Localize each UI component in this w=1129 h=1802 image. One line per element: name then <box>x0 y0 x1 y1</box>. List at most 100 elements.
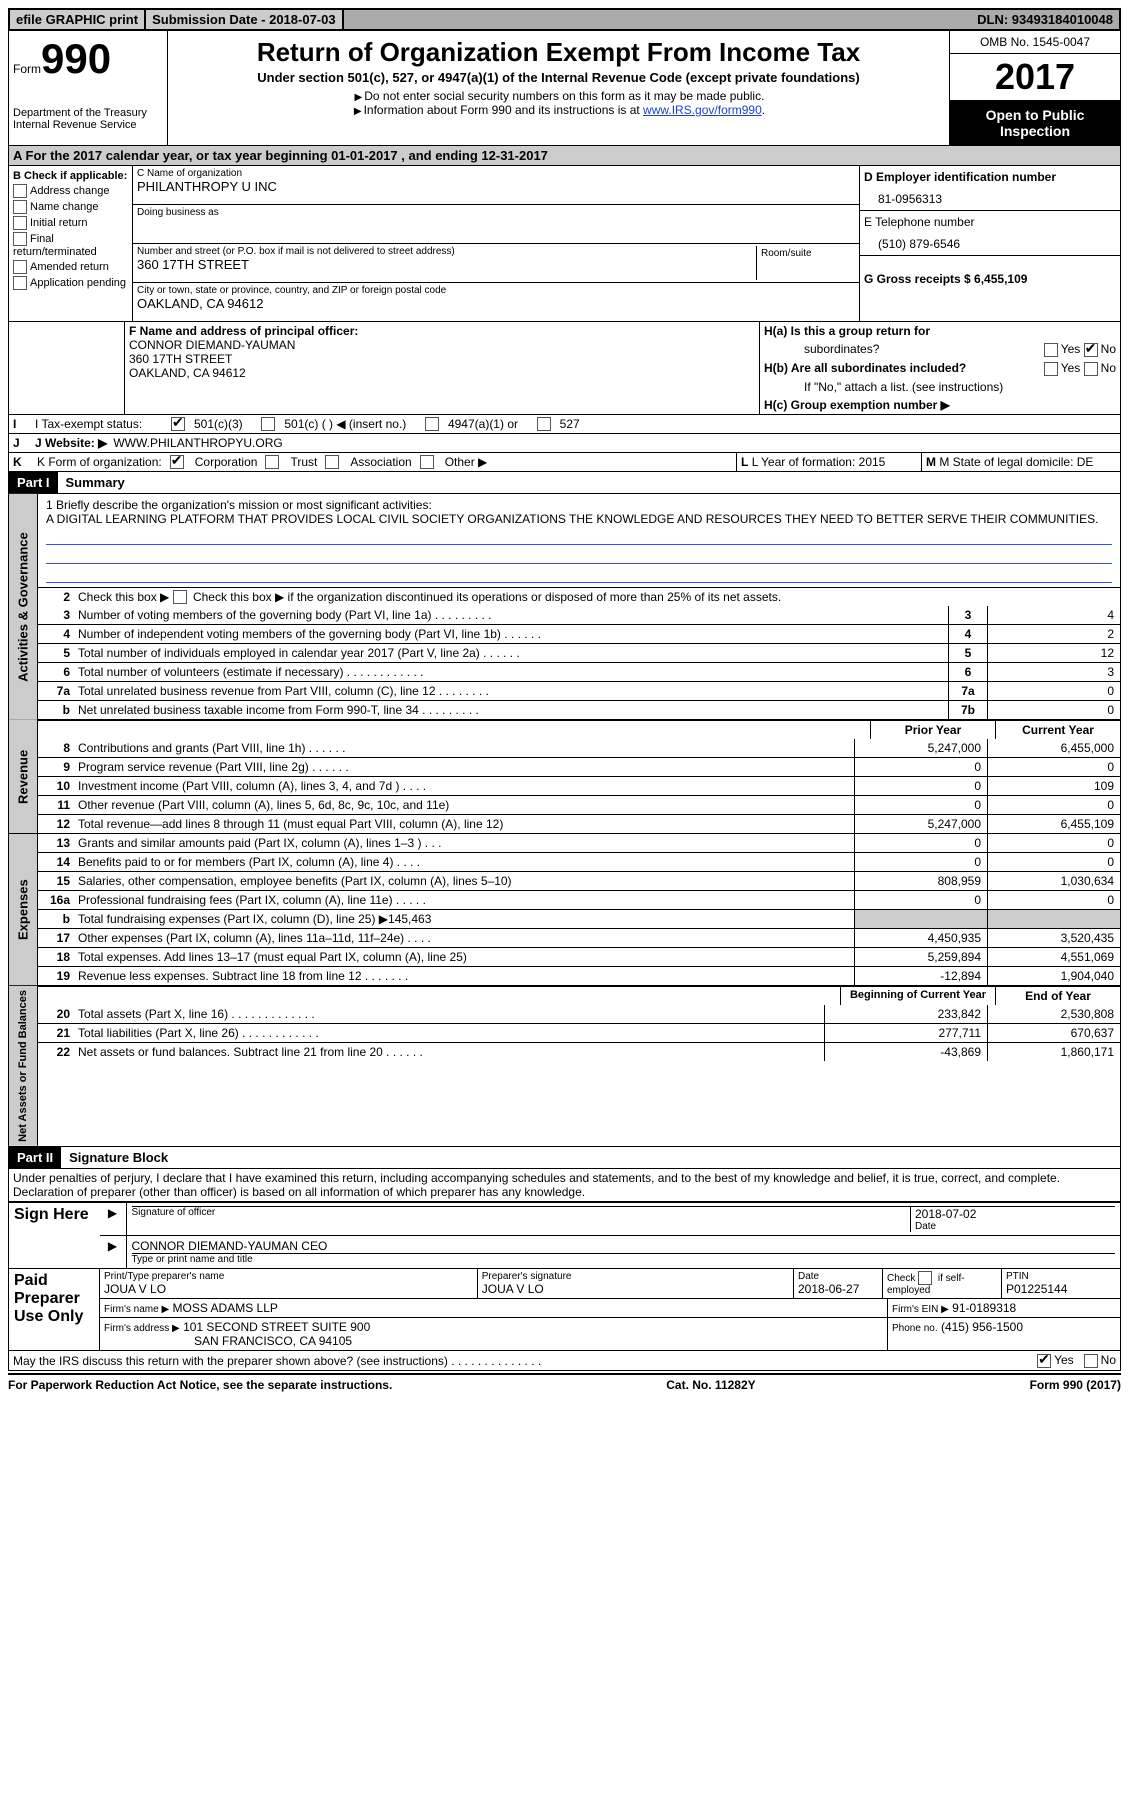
check-4947[interactable] <box>425 417 439 431</box>
section-c: C Name of organization PHILANTHROPY U IN… <box>133 166 860 321</box>
ha-label: H(a) Is this a group return for <box>764 324 930 338</box>
line2-text: Check this box ▶ Check this box ▶ if the… <box>74 588 1120 607</box>
ein-value: 81-0956313 <box>864 184 1116 206</box>
line-13-current: 0 <box>987 834 1120 852</box>
check-527[interactable] <box>537 417 551 431</box>
check-corp[interactable] <box>170 455 184 469</box>
officer-name-title: CONNOR DIEMAND-YAUMAN CEO <box>132 1239 1116 1253</box>
checkbox-initial-return[interactable] <box>13 216 27 230</box>
checkbox-address-change[interactable] <box>13 184 27 198</box>
line-18-prior: 5,259,894 <box>854 948 987 966</box>
line-10-prior: 0 <box>854 777 987 795</box>
section-i: I I Tax-exempt status: 501(c)(3) 501(c) … <box>8 415 1121 434</box>
line2-checkbox[interactable] <box>173 590 187 604</box>
org-info-block: B Check if applicable: Address change Na… <box>8 166 1121 322</box>
check-other[interactable] <box>420 455 434 469</box>
perjury-text: Under penalties of perjury, I declare th… <box>8 1169 1121 1202</box>
ha-yes[interactable] <box>1044 343 1058 357</box>
current-year-header: Current Year <box>995 721 1120 739</box>
checkbox-app-pending[interactable] <box>13 276 27 290</box>
section-d: D Employer identification number 81-0956… <box>860 166 1120 321</box>
line-10-current: 109 <box>987 777 1120 795</box>
line-12-text: Total revenue—add lines 8 through 11 (mu… <box>74 815 854 833</box>
line-8-current: 6,455,000 <box>987 739 1120 757</box>
line-4-box: 4 <box>948 625 987 643</box>
side-expenses: Expenses <box>9 834 38 985</box>
discuss-yes[interactable] <box>1037 1354 1051 1368</box>
officer-addr2: OAKLAND, CA 94612 <box>129 366 755 380</box>
line-12-prior: 5,247,000 <box>854 815 987 833</box>
footer-center: Cat. No. 11282Y <box>666 1378 755 1392</box>
line-18-text: Total expenses. Add lines 13–17 (must eq… <box>74 948 854 966</box>
efile-button[interactable]: efile GRAPHIC print <box>10 10 146 29</box>
line-5-value: 12 <box>987 644 1120 662</box>
part1-badge: Part I <box>9 472 58 493</box>
ptin-label: PTIN <box>1006 1271 1116 1282</box>
checkbox-name-change[interactable] <box>13 200 27 214</box>
line-16a-prior: 0 <box>854 891 987 909</box>
side-revenue: Revenue <box>9 720 38 833</box>
part2-title: Signature Block <box>61 1147 176 1168</box>
line-19-text: Revenue less expenses. Subtract line 18 … <box>74 967 854 985</box>
note-info-pre: Information about Form 990 and its instr… <box>364 103 643 117</box>
line-11-current: 0 <box>987 796 1120 814</box>
line-20-prior: 233,842 <box>824 1005 987 1023</box>
dept-label: Department of the Treasury Internal Reve… <box>13 107 163 131</box>
discuss-no[interactable] <box>1084 1354 1098 1368</box>
check-501c[interactable] <box>261 417 275 431</box>
prep-sig-label: Preparer's signature <box>482 1271 789 1282</box>
line-8-prior: 5,247,000 <box>854 739 987 757</box>
dln: DLN: 93493184010048 <box>971 10 1119 29</box>
hb-label: H(b) Are all subordinates included? <box>764 361 966 375</box>
ha-no[interactable] <box>1084 343 1098 357</box>
line-11-prior: 0 <box>854 796 987 814</box>
sig-officer-label: Signature of officer <box>132 1207 911 1232</box>
ha-label2: subordinates? <box>764 342 879 357</box>
officer-addr1: 360 17TH STREET <box>129 352 755 366</box>
checkbox-amended[interactable] <box>13 260 27 274</box>
firm-ein: 91-0189318 <box>952 1301 1016 1315</box>
top-bar: efile GRAPHIC print Submission Date - 20… <box>8 8 1121 31</box>
line-5-text: Total number of individuals employed in … <box>74 644 948 662</box>
prior-year-header: Prior Year <box>870 721 995 739</box>
hb-yes[interactable] <box>1044 362 1058 376</box>
check-trust[interactable] <box>265 455 279 469</box>
dba-label: Doing business as <box>137 207 855 218</box>
paid-preparer-label: Paid Preparer Use Only <box>9 1269 100 1351</box>
state-domicile: M M State of legal domicile: DE <box>921 453 1120 471</box>
page-footer: For Paperwork Reduction Act Notice, see … <box>8 1373 1121 1392</box>
line-13-text: Grants and similar amounts paid (Part IX… <box>74 834 854 852</box>
line-9-prior: 0 <box>854 758 987 776</box>
self-employed-label: Check if self-employed <box>887 1273 965 1296</box>
check-self-employed[interactable] <box>918 1271 932 1285</box>
org-name-label: C Name of organization <box>137 168 855 179</box>
line-21-current: 670,637 <box>987 1024 1120 1042</box>
check-assoc[interactable] <box>325 455 339 469</box>
gross-receipts: G Gross receipts $ 6,455,109 <box>864 272 1116 286</box>
note-ssn: Do not enter social security numbers on … <box>364 89 764 103</box>
line-15-prior: 808,959 <box>854 872 987 890</box>
line-13-prior: 0 <box>854 834 987 852</box>
line-20-text: Total assets (Part X, line 16) . . . . .… <box>74 1005 824 1023</box>
firm-name-label: Firm's name ▶ <box>104 1304 169 1315</box>
phone-value: (510) 879-6546 <box>864 229 1116 251</box>
discuss-text: May the IRS discuss this return with the… <box>13 1354 541 1368</box>
footer-right: Form 990 (2017) <box>1030 1378 1121 1392</box>
line-7b-value: 0 <box>987 701 1120 719</box>
line-15-text: Salaries, other compensation, employee b… <box>74 872 854 890</box>
officer-h-row: F Name and address of principal officer:… <box>8 322 1121 415</box>
line-b-text: Total fundraising expenses (Part IX, col… <box>74 910 854 928</box>
line-7b-text: Net unrelated business taxable income fr… <box>74 701 948 719</box>
part2-header-row: Part II Signature Block <box>8 1147 1121 1169</box>
line-7a-text: Total unrelated business revenue from Pa… <box>74 682 948 700</box>
discuss-row: May the IRS discuss this return with the… <box>8 1351 1121 1371</box>
firm-ein-label: Firm's EIN ▶ <box>892 1304 949 1315</box>
line-9-text: Program service revenue (Part VIII, line… <box>74 758 854 776</box>
line-7a-box: 7a <box>948 682 987 700</box>
checkbox-final-return[interactable] <box>13 232 27 246</box>
irs-link[interactable]: www.IRS.gov/form990 <box>643 103 762 117</box>
phone-label: E Telephone number <box>864 215 1116 229</box>
hb-no[interactable] <box>1084 362 1098 376</box>
boy-header: Beginning of Current Year <box>840 987 995 1005</box>
check-501c3[interactable] <box>171 417 185 431</box>
